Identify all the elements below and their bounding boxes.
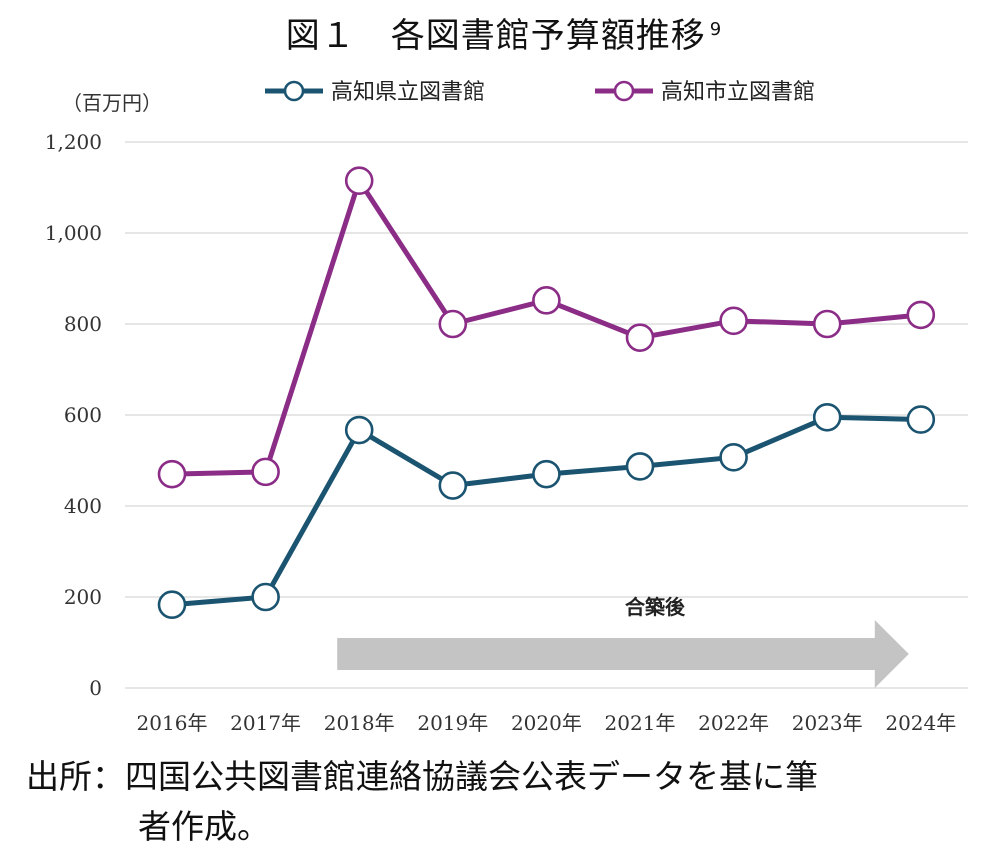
- data-point: [438, 309, 468, 339]
- data-point: [251, 582, 280, 612]
- y-tick-label: 400: [64, 494, 102, 518]
- source-text-line1: 四国公共図書館連絡協議会公表データを基に筆: [125, 757, 818, 796]
- legend-marker: [283, 80, 305, 102]
- series-line: [171, 414, 921, 608]
- legend-marker: [613, 80, 635, 102]
- x-tick-label: 2020年: [511, 711, 582, 735]
- source-label: 出所：: [26, 757, 125, 796]
- y-tick-label: 1,200: [45, 130, 102, 154]
- data-point: [719, 306, 748, 336]
- data-point: [532, 286, 561, 315]
- line-chart: 0 200 400 600 800 1,000 1,200 （百万円） 2016年 2017年 20…: [45, 80, 968, 735]
- data-point: [906, 405, 936, 434]
- x-tick-label: 2024年: [885, 711, 956, 735]
- y-tick-label: 800: [64, 312, 102, 336]
- x-tick-label: 2021年: [605, 711, 676, 735]
- legend-label: 高知県立図書館: [331, 80, 485, 105]
- chart-title: 図１ 各図書館予算額推移 9: [285, 16, 723, 56]
- source-note: 出所：四国公共図書館連絡協議会公表データを基に筆 者作成。: [26, 752, 986, 852]
- data-point: [719, 443, 748, 472]
- data-point: [625, 452, 655, 481]
- legend-label: 高知市立図書館: [661, 80, 815, 105]
- data-point: [532, 459, 561, 489]
- x-tick-label: 2016年: [137, 711, 208, 735]
- source-text-line2: 者作成。: [138, 807, 270, 846]
- x-tick-label: 2018年: [324, 711, 395, 735]
- x-tick-label: 2019年: [417, 711, 488, 735]
- data-point: [344, 166, 374, 195]
- data-point: [157, 590, 187, 620]
- x-tick-label: 2022年: [698, 711, 769, 735]
- data-point: [906, 300, 936, 330]
- data-point: [812, 402, 842, 432]
- x-tick-label: 2023年: [792, 711, 863, 735]
- y-tick-label: 1,000: [45, 221, 102, 245]
- y-tick-label: 0: [89, 676, 102, 700]
- y-tick-label: 200: [64, 585, 102, 609]
- y-axis-label: （百万円）: [62, 91, 162, 115]
- y-tick-label: 600: [64, 403, 102, 427]
- data-point: [251, 457, 280, 487]
- series-line: [171, 178, 922, 477]
- data-point: [157, 459, 187, 489]
- annotation-arrow: [337, 620, 909, 688]
- data-point: [438, 471, 468, 500]
- annotation-label: 合築後: [625, 595, 686, 619]
- data-point: [344, 415, 374, 445]
- data-point: [625, 323, 655, 352]
- data-point: [812, 309, 842, 339]
- x-tick-label: 2017年: [230, 711, 301, 735]
